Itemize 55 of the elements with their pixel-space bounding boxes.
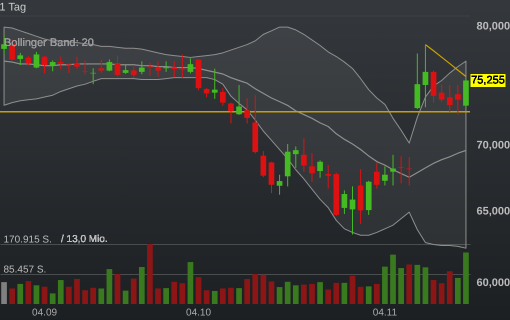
candlestick: [188, 58, 194, 74]
candlestick: [342, 190, 348, 215]
candlestick: [34, 51, 40, 69]
candlestick: [292, 146, 299, 168]
candlestick: [179, 54, 186, 79]
x-tick-label: 04.11: [372, 308, 398, 318]
candlestick: [260, 150, 266, 178]
line-series: [424, 44, 467, 78]
candlestick: [244, 98, 250, 124]
candlestick: [163, 60, 169, 72]
candlestick: [317, 160, 323, 178]
candlestick: [382, 166, 388, 186]
candlestick: [138, 60, 145, 75]
x-tick-label: 04.10: [186, 308, 212, 318]
candlestick: [74, 56, 80, 70]
candlestick: [204, 88, 210, 98]
candlestick: [446, 84, 453, 112]
y-tick-label: 70,000: [476, 140, 510, 152]
y2-tick-label: 170.915 S.: [4, 234, 52, 246]
candlestick: [220, 88, 226, 106]
candlestick: [122, 64, 128, 74]
candlestick: [114, 55, 120, 77]
candlestick: [130, 64, 137, 79]
candlestick: [50, 60, 56, 72]
candlestick: [147, 62, 153, 76]
candlestick: [430, 70, 436, 104]
y-tick-label: 60,000: [476, 277, 510, 290]
candlestick: [228, 102, 234, 124]
candlestick: [325, 164, 332, 190]
candlestick: [438, 84, 444, 102]
candlestick: [350, 186, 356, 236]
annotation: 75,255: [471, 74, 505, 86]
candlestick: [422, 44, 428, 108]
candlestick: [212, 68, 218, 100]
y2-tick-label: 85.457 S.: [4, 264, 46, 276]
candlestick: [268, 161, 274, 194]
candlestick: [236, 84, 242, 116]
candlestick: [17, 52, 24, 66]
candlestick: [58, 56, 64, 70]
candlestick: [26, 55, 32, 66]
candlestick: [390, 154, 396, 186]
candlestick: [42, 55, 48, 74]
candlestick: [455, 84, 461, 115]
chart-title: 1 Tag: [0, 2, 26, 14]
annotation: / 13,0 Mio.: [61, 234, 108, 245]
candlestick: [301, 138, 307, 172]
candlestick: [155, 60, 161, 78]
candlestick: [276, 174, 282, 196]
candlestick: [106, 59, 112, 72]
candlestick: [374, 162, 380, 190]
x-tick-label: 04.09: [32, 308, 58, 318]
candlestick: [414, 53, 420, 110]
candlestick: [309, 152, 315, 182]
y-tick-label: 80,000: [476, 20, 510, 32]
y-tick-label: 65,000: [476, 206, 510, 218]
